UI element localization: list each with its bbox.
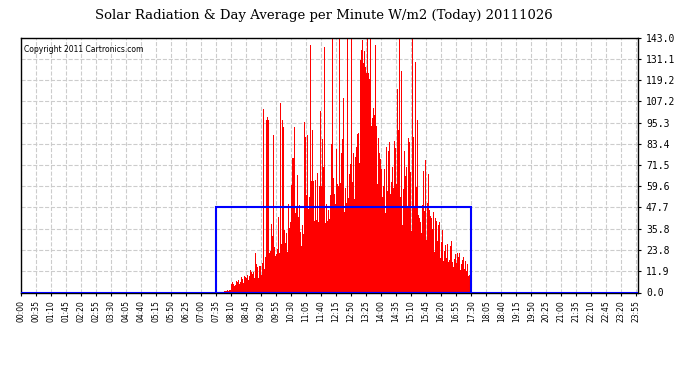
- Bar: [216, 207, 471, 292]
- Text: Solar Radiation & Day Average per Minute W/m2 (Today) 20111026: Solar Radiation & Day Average per Minute…: [95, 9, 553, 22]
- Text: Copyright 2011 Cartronics.com: Copyright 2011 Cartronics.com: [23, 45, 143, 54]
